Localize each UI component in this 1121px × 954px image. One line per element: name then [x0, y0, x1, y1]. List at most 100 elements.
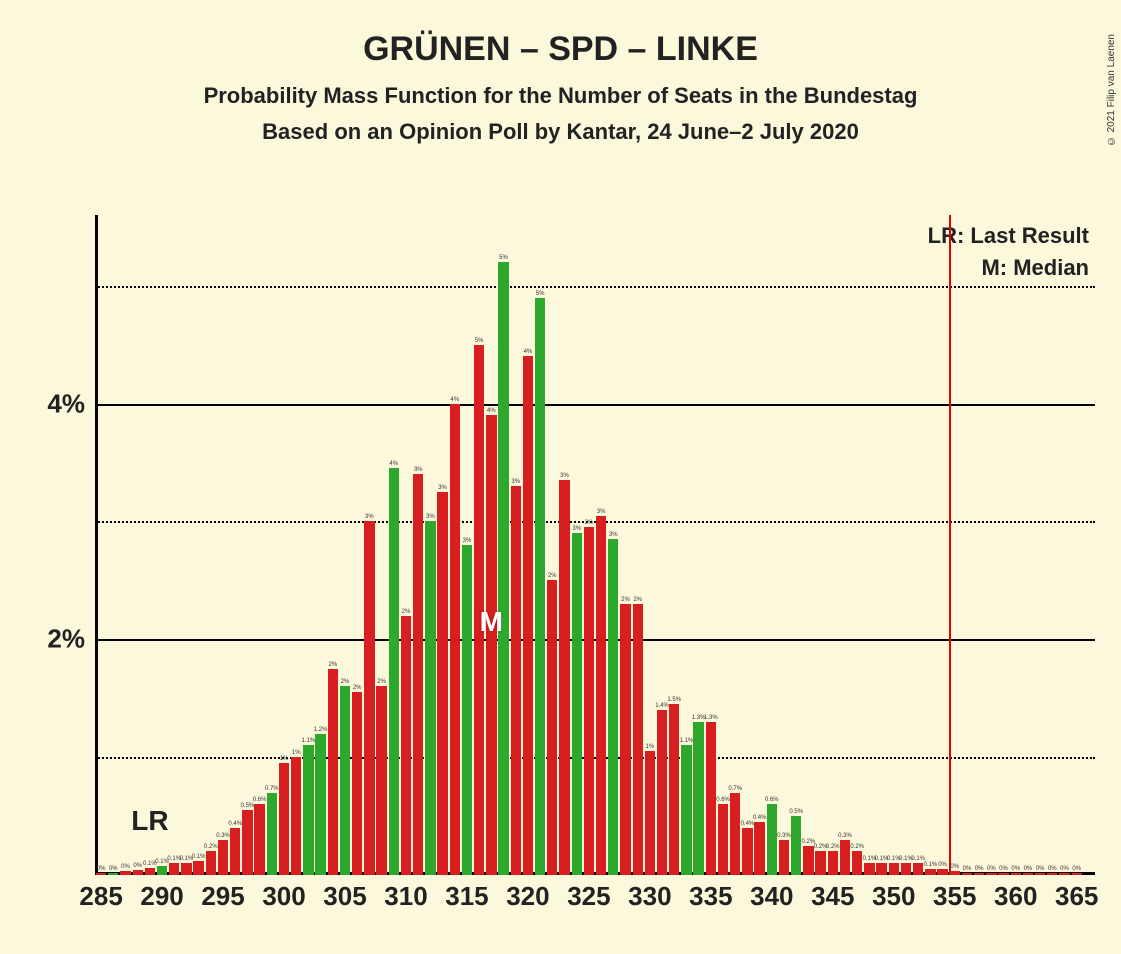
- pmf-bar: 3%: [413, 474, 423, 875]
- x-tick-label: 325: [567, 875, 610, 912]
- pmf-bar: 3%: [425, 521, 435, 875]
- bar-value-label: 3%: [438, 485, 447, 492]
- pmf-bar: 0.3%: [218, 840, 228, 875]
- bar-value-label: 0.5%: [789, 809, 803, 816]
- pmf-bar: 2%: [547, 580, 557, 875]
- pmf-bar: 0.1%: [157, 866, 167, 875]
- pmf-bar: 0.1%: [169, 863, 179, 875]
- pmf-bar: 0.1%: [889, 863, 899, 875]
- pmf-bar: 4%: [523, 356, 533, 875]
- pmf-bar: 0%: [937, 869, 947, 875]
- pmf-bar: 0.5%: [242, 810, 252, 875]
- bar-value-label: 0.7%: [728, 786, 742, 793]
- x-tick-label: 330: [628, 875, 671, 912]
- bar-value-label: 4%: [524, 349, 533, 356]
- bar-value-label: 1%: [646, 744, 655, 751]
- bar-value-label: 1.2%: [314, 727, 328, 734]
- pmf-bar: 0.7%: [267, 793, 277, 876]
- pmf-bar: 0.1%: [181, 863, 191, 875]
- bar-value-label: 0.1%: [192, 854, 206, 861]
- pmf-bar: 3%: [437, 492, 447, 875]
- bar-value-label: 3%: [597, 509, 606, 516]
- bar-value-label: 5%: [475, 338, 484, 345]
- bar-value-label: 2%: [353, 685, 362, 692]
- pmf-bar: 1%: [279, 763, 289, 875]
- bar-value-label: 2%: [328, 662, 337, 669]
- x-tick-label: 355: [933, 875, 976, 912]
- bar-value-label: 2%: [548, 573, 557, 580]
- bar-value-label: 0%: [950, 864, 959, 871]
- bar-value-label: 0.2%: [826, 844, 840, 851]
- pmf-bar: 0.1%: [913, 863, 923, 875]
- pmf-bar: 0%: [1059, 873, 1069, 875]
- pmf-bar: 0.1%: [193, 861, 203, 875]
- pmf-bar: 2%: [401, 616, 411, 875]
- x-tick-label: 335: [689, 875, 732, 912]
- bar-value-label: 0.6%: [716, 797, 730, 804]
- pmf-bar: 0.1%: [145, 868, 155, 875]
- pmf-bar: 0%: [120, 871, 130, 875]
- pmf-bar: 0%: [986, 873, 996, 875]
- pmf-bar: 5%: [498, 262, 508, 875]
- legend-last-result: LR: Last Result: [928, 223, 1089, 249]
- pmf-bar: 0.2%: [206, 851, 216, 875]
- pmf-bar: 2%: [352, 692, 362, 875]
- bar-value-label: 1%: [292, 750, 301, 757]
- bar-value-label: 0%: [121, 864, 130, 871]
- pmf-bar: 0%: [974, 873, 984, 875]
- bar-value-label: 1.3%: [704, 715, 718, 722]
- bar-value-label: 0%: [1048, 866, 1057, 873]
- bar-value-label: 0.4%: [228, 821, 242, 828]
- pmf-bar: 0.2%: [828, 851, 838, 875]
- bar-value-label: 3%: [609, 532, 618, 539]
- pmf-bar: 3%: [462, 545, 472, 875]
- bar-value-label: 0.1%: [924, 862, 938, 869]
- bar-value-label: 0.2%: [204, 844, 218, 851]
- chart-plot-area: LR: Last Result M: Median 2%4%2852902953…: [95, 215, 1095, 875]
- pmf-bar: 0.4%: [742, 828, 752, 875]
- pmf-bar: 1.2%: [315, 734, 325, 875]
- bar-value-label: 3%: [572, 526, 581, 533]
- bar-value-label: 3%: [414, 467, 423, 474]
- pmf-bar: 1%: [645, 751, 655, 875]
- pmf-bar: 4%: [450, 404, 460, 875]
- pmf-bar: 0%: [1011, 873, 1021, 875]
- bar-value-label: 3%: [365, 514, 374, 521]
- bar-value-label: 0%: [975, 866, 984, 873]
- bar-value-label: 3%: [463, 538, 472, 545]
- pmf-bar: 1.4%: [657, 710, 667, 875]
- pmf-bar: 0.2%: [815, 851, 825, 875]
- copyright-text: © 2021 Filip van Laenen: [1106, 34, 1117, 146]
- pmf-bar: 0.4%: [230, 828, 240, 875]
- bar-value-label: 2%: [377, 679, 386, 686]
- bar-value-label: 0.3%: [838, 833, 852, 840]
- bar-value-label: 1.1%: [680, 738, 694, 745]
- bar-value-label: 0%: [1036, 866, 1045, 873]
- x-tick-label: 310: [384, 875, 427, 912]
- pmf-bar: 0%: [950, 871, 960, 875]
- bar-value-label: 0.2%: [850, 844, 864, 851]
- y-tick-label: 2%: [47, 624, 95, 655]
- bar-value-label: 0%: [109, 866, 118, 873]
- pmf-bar: 3%: [559, 480, 569, 875]
- bar-value-label: 3%: [560, 473, 569, 480]
- bar-value-label: 0%: [1060, 866, 1069, 873]
- pmf-bar: 0.6%: [718, 804, 728, 875]
- pmf-bar: 2%: [340, 686, 350, 875]
- pmf-bar: 0.6%: [767, 804, 777, 875]
- bar-value-label: 0.4%: [753, 815, 767, 822]
- x-tick-label: 350: [872, 875, 915, 912]
- bar-value-label: 5%: [536, 291, 545, 298]
- bar-value-label: 4%: [389, 461, 398, 468]
- pmf-bar: 0%: [1035, 873, 1045, 875]
- legend-median: M: Median: [981, 255, 1089, 281]
- chart-subtitle-1: Probability Mass Function for the Number…: [0, 83, 1121, 109]
- pmf-bar: 2%: [633, 604, 643, 875]
- x-tick-label: 340: [750, 875, 793, 912]
- x-tick-label: 300: [262, 875, 305, 912]
- x-tick-label: 365: [1055, 875, 1098, 912]
- pmf-bar: 3%: [364, 521, 374, 875]
- pmf-bar: 1.3%: [706, 722, 716, 875]
- x-tick-label: 320: [506, 875, 549, 912]
- pmf-bar: 0.4%: [754, 822, 764, 875]
